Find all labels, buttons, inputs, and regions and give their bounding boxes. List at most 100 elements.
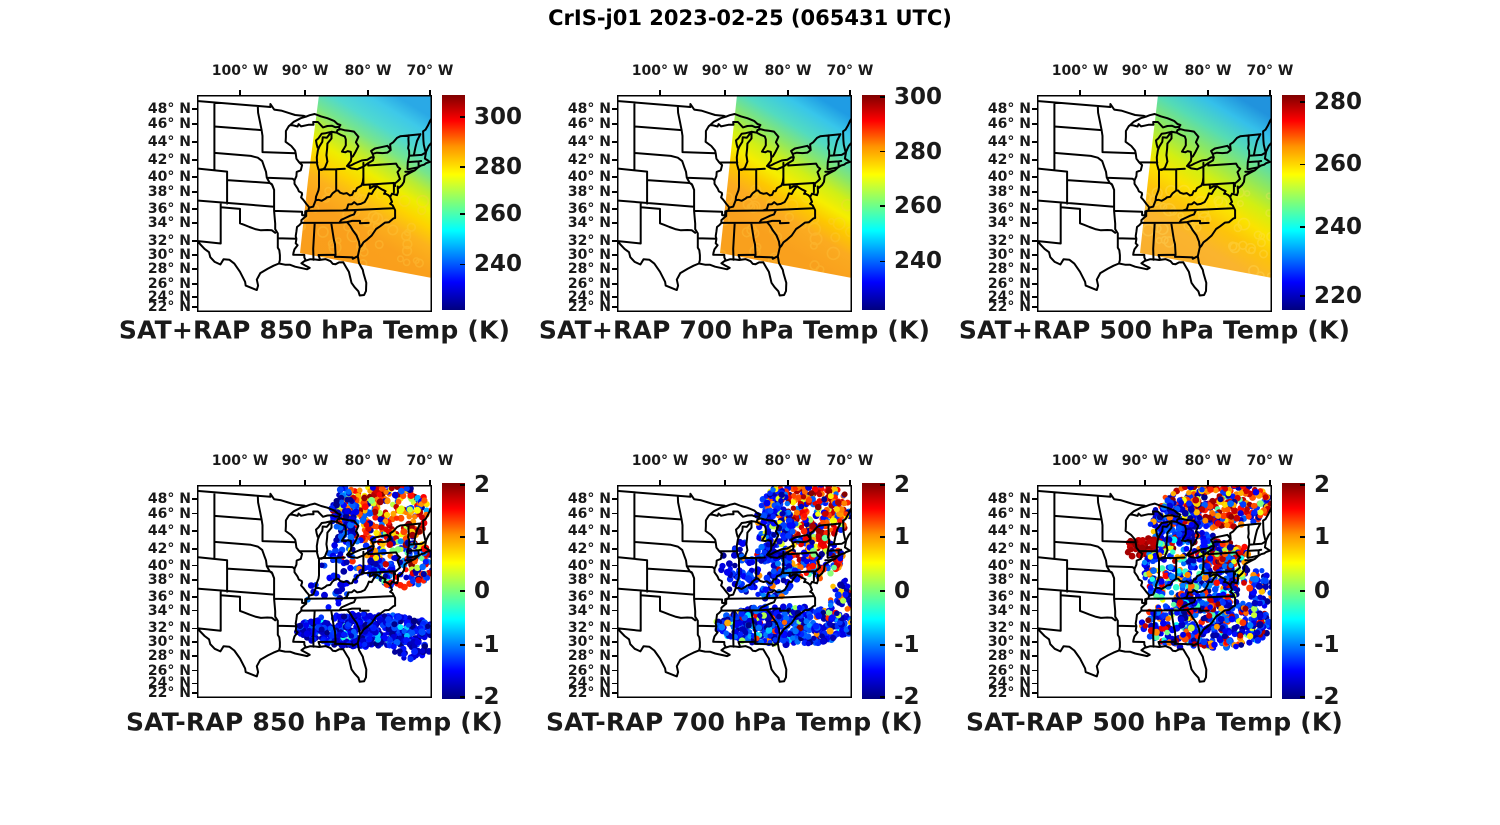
lat-tick-label: 26° N <box>567 276 611 292</box>
lat-tick-mark <box>612 123 617 125</box>
map-sat-plus-rap-700 <box>617 95 852 312</box>
lat-tick-label: 28° N <box>147 261 191 278</box>
lon-tick-mark <box>659 480 661 485</box>
lat-tick-label: 28° N <box>987 261 1031 278</box>
lat-tick-label: 26° N <box>567 662 611 679</box>
lat-tick-mark <box>1032 240 1037 242</box>
panel-sat-minus-rap-500: 100° W 90° W 80° W 70° W 48° N 46° N 44° N 42° … <box>962 440 1377 750</box>
lat-tick-mark <box>192 240 197 242</box>
map-sat-plus-rap-850 <box>197 95 432 312</box>
colorbar-tick-label: -2 <box>474 683 500 710</box>
lat-tick-label: 46° N <box>567 116 611 133</box>
lon-tick-label: 90° W <box>1121 453 1169 469</box>
colorbar-tick-label: 260 <box>894 192 943 219</box>
lon-tick-mark <box>304 480 306 485</box>
colorbar-tick-mark <box>880 590 885 592</box>
lat-tick-label: 32° N <box>987 233 1031 250</box>
lat-tick-mark <box>1032 609 1037 612</box>
lat-tick-label: 24° N <box>147 289 191 306</box>
lat-tick-mark <box>1032 306 1037 308</box>
colorbar <box>442 483 465 699</box>
colorbar-tick-label: 280 <box>474 154 523 181</box>
lat-tick-mark <box>612 208 617 210</box>
lat-tick-mark <box>192 512 197 515</box>
panel-title-sat-minus-rap-500: SAT-RAP 500 hPa Temp (K) <box>965 707 1344 737</box>
lat-tick-mark <box>192 191 197 193</box>
lat-tick-mark <box>1032 682 1037 685</box>
lat-tick-mark <box>192 268 197 270</box>
lat-tick-mark <box>1032 548 1037 550</box>
colorbar-tick-mark <box>880 536 885 538</box>
lon-tick-mark <box>1079 480 1081 485</box>
lat-tick-mark <box>1032 254 1037 256</box>
colorbar-tick-mark <box>460 644 465 646</box>
lat-tick-label: 22° N <box>567 299 611 315</box>
lat-tick-label: 42° N <box>987 540 1031 557</box>
lat-tick-mark <box>612 159 617 161</box>
lon-tick-label: 70° W <box>406 453 454 469</box>
lat-tick-label: 22° N <box>987 685 1031 702</box>
colorbar-tick-mark <box>460 263 465 266</box>
lon-tick-mark <box>724 90 726 95</box>
figure-title: CrIS-j01 2023-02-25 (065431 UTC) <box>548 6 952 30</box>
panel-title-sat-plus-rap-700: SAT+RAP 700 hPa Temp (K) <box>538 315 931 345</box>
lat-tick-mark <box>192 108 197 110</box>
lat-tick-label: 30° N <box>987 246 1031 263</box>
map-sat-plus-rap-500 <box>1037 95 1272 312</box>
colorbar-tick-label: -1 <box>1314 632 1340 658</box>
lat-tick-label: 32° N <box>567 620 611 637</box>
lat-tick-label: 32° N <box>987 620 1031 637</box>
lat-tick-label: 42° N <box>567 152 611 169</box>
map-sat-minus-rap-500 <box>1037 485 1272 698</box>
lat-tick-label: 48° N <box>567 101 611 118</box>
lat-tick-label: 22° N <box>147 299 191 315</box>
lon-tick-mark <box>1269 480 1271 485</box>
lon-tick-label: 70° W <box>406 63 454 79</box>
lat-tick-mark <box>612 579 617 581</box>
colorbar-tick-mark <box>460 536 465 538</box>
lat-tick-mark <box>192 641 197 643</box>
lat-tick-label: 24° N <box>147 675 191 692</box>
colorbar-tick-mark <box>1300 484 1305 486</box>
lat-tick-label: 34° N <box>147 602 191 619</box>
map-frame <box>1037 95 1272 312</box>
colorbar-tick-mark <box>460 166 465 169</box>
lat-tick-mark <box>612 141 617 143</box>
lat-tick-label: 26° N <box>147 662 191 679</box>
map-frame <box>197 485 432 698</box>
lon-tick-mark <box>1207 90 1209 95</box>
state-borders <box>617 100 852 297</box>
state-borders <box>1037 100 1272 297</box>
lat-tick-label: 48° N <box>147 101 191 118</box>
lat-tick-label: 34° N <box>987 215 1031 232</box>
lat-tick-label: 46° N <box>987 116 1031 133</box>
lat-tick-mark <box>192 498 197 500</box>
lat-tick-mark <box>612 296 617 298</box>
lat-tick-mark <box>1032 108 1037 110</box>
lat-tick-mark <box>192 548 197 550</box>
lat-tick-label: 48° N <box>147 490 191 507</box>
lat-tick-mark <box>612 512 617 515</box>
lat-tick-label: 36° N <box>987 588 1031 605</box>
lon-tick-label: 70° W <box>1246 453 1294 469</box>
panel-sat-minus-rap-700: 100° W 90° W 80° W 70° W 48° N 46° N 44° N 42° … <box>542 440 957 750</box>
colorbar-tick-mark <box>1300 163 1305 166</box>
colorbar <box>1282 95 1305 310</box>
lon-tick-label: 100° W <box>631 63 689 79</box>
state-borders <box>197 100 432 297</box>
lat-tick-label: 28° N <box>147 647 191 664</box>
lat-tick-label: 44° N <box>567 523 611 540</box>
lat-tick-label: 40° N <box>987 169 1031 186</box>
colorbar-tick-label: 300 <box>474 103 523 130</box>
map-frame <box>197 95 432 312</box>
panel-sat-plus-rap-700: 100° W 90° W 80° W 70° W 48° N 46° N 44° N 42° … <box>538 50 957 360</box>
lat-tick-mark <box>192 564 197 567</box>
lon-tick-mark <box>1144 480 1146 485</box>
colorbar-tick-mark <box>1300 696 1305 698</box>
lon-tick-label: 80° W <box>1184 453 1232 469</box>
lat-tick-label: 46° N <box>147 505 191 522</box>
lat-tick-mark <box>612 498 617 500</box>
lon-tick-label: 70° W <box>826 63 874 79</box>
lat-tick-label: 24° N <box>567 289 611 306</box>
lat-tick-mark <box>612 655 617 657</box>
